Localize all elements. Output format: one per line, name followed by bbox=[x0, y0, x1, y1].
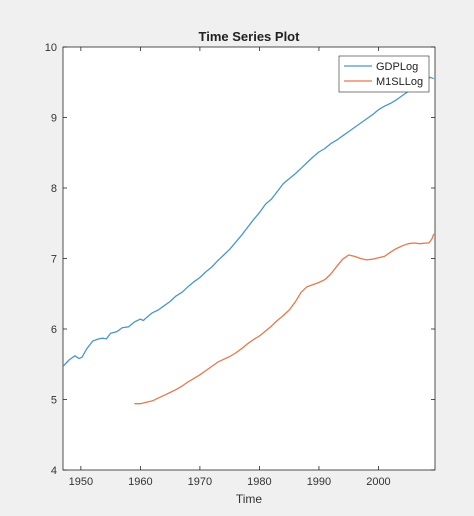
chart-title: Time Series Plot bbox=[199, 29, 301, 44]
series-line-gdplog bbox=[62, 76, 435, 367]
legend-label: M1SLLog bbox=[376, 76, 423, 88]
series-line-m1sllog bbox=[134, 233, 435, 405]
x-tick-label: 1960 bbox=[128, 476, 152, 488]
y-tick-label: 7 bbox=[51, 254, 57, 266]
legend-box bbox=[338, 55, 430, 93]
x-tick-label: 1970 bbox=[188, 476, 212, 488]
legend: GDPLog M1SLLog bbox=[338, 55, 430, 93]
x-tick-label: 1950 bbox=[69, 476, 93, 488]
axes-layer: 4 5 6 7 8 9 10 1950 1960 1970 1980 1990 2000 bbox=[45, 42, 435, 488]
y-tick-label: 10 bbox=[45, 42, 57, 54]
x-tick-label: 2000 bbox=[366, 476, 390, 488]
legend-label: GDPLog bbox=[376, 61, 418, 73]
y-tick-label: 4 bbox=[51, 465, 57, 477]
series-layer bbox=[62, 76, 435, 405]
x-tick-label: 1980 bbox=[247, 476, 271, 488]
y-tick-label: 9 bbox=[51, 113, 57, 125]
x-axis-label: Time bbox=[236, 492, 263, 506]
y-tick-label: 5 bbox=[51, 395, 57, 407]
y-tick-label: 6 bbox=[51, 324, 57, 336]
y-tick-label: 8 bbox=[51, 183, 57, 195]
axes-background bbox=[62, 46, 436, 471]
x-tick-label: 1990 bbox=[307, 476, 331, 488]
